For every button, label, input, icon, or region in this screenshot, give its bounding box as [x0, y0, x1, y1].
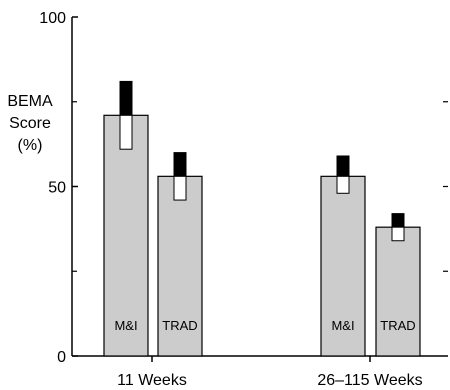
- y-axis-title: BEMA Score (%): [7, 93, 53, 154]
- x-axis-category-labels: 11 Weeks 26–115 Weeks: [117, 356, 423, 389]
- error-bar-upper: [336, 155, 350, 177]
- x-category-label: 11 Weeks: [117, 372, 187, 389]
- bar: [375, 226, 421, 357]
- bar-label: M&I: [114, 318, 137, 333]
- error-bar-lower: [391, 226, 405, 242]
- error-bar-upper: [119, 80, 133, 116]
- error-bar-upper: [391, 213, 405, 228]
- y-axis-title-line: (%): [18, 137, 43, 154]
- error-bar-lower: [173, 175, 187, 201]
- bar-label: M&I: [331, 318, 354, 333]
- y-axis-title-line: Score: [9, 115, 51, 132]
- error-bar-lower: [119, 114, 133, 150]
- y-tick-label: 50: [48, 180, 66, 197]
- bars: M&I TRAD M&I TRAD: [103, 80, 421, 357]
- error-bar-lower: [336, 175, 350, 194]
- y-axis-ticks: 0 50 100: [39, 10, 448, 366]
- y-tick-label: 0: [57, 349, 66, 366]
- x-category-label: 26–115 Weeks: [317, 372, 422, 389]
- y-tick-label: 100: [39, 10, 66, 27]
- error-bar-upper: [173, 152, 187, 177]
- y-axis-title-line: BEMA: [7, 93, 53, 110]
- bar-label: TRAD: [162, 318, 197, 333]
- bar-label: TRAD: [380, 318, 415, 333]
